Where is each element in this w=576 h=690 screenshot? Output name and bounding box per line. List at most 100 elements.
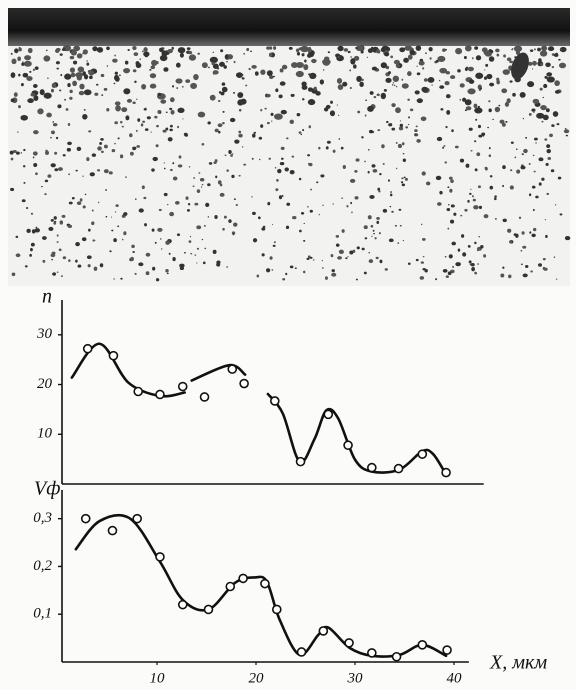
inclusion [32, 151, 38, 156]
inclusion [558, 62, 567, 69]
inclusion [269, 75, 274, 80]
inclusion [81, 237, 87, 242]
inclusion [516, 148, 518, 151]
data-point [177, 599, 188, 610]
inclusion [193, 177, 196, 179]
inclusion [97, 201, 100, 204]
inclusion [245, 84, 248, 87]
inclusion [335, 243, 340, 247]
inclusion [202, 261, 206, 265]
inclusion [307, 99, 316, 106]
inclusion [258, 136, 263, 140]
inclusion [393, 59, 400, 65]
inclusion [492, 118, 494, 121]
inclusion [353, 55, 360, 61]
inclusion [472, 195, 474, 198]
inclusion [509, 185, 514, 190]
data-point [344, 638, 354, 648]
inclusion [425, 52, 427, 54]
inclusion [459, 83, 465, 88]
inclusion [53, 221, 57, 225]
inclusion [54, 168, 59, 172]
data-point [270, 396, 280, 406]
inclusion [271, 269, 274, 271]
inclusion [367, 170, 370, 174]
inclusion [391, 84, 394, 86]
inclusion [39, 89, 45, 96]
inclusion [539, 87, 543, 91]
inclusion [545, 162, 549, 166]
inclusion [477, 124, 482, 129]
inclusion [35, 226, 38, 229]
inclusion [45, 149, 48, 152]
inclusion [382, 163, 385, 165]
inclusion [229, 117, 236, 123]
inclusion [563, 129, 570, 134]
inclusion [395, 107, 401, 114]
inclusion [86, 60, 88, 62]
inclusion [119, 154, 124, 159]
inclusion [435, 278, 438, 281]
inclusion [484, 69, 486, 71]
inclusion [175, 62, 181, 68]
inclusion [488, 48, 492, 52]
inclusion [129, 151, 134, 156]
inclusion [196, 225, 202, 230]
inclusion [343, 48, 349, 52]
inclusion [284, 167, 289, 172]
inclusion [502, 184, 505, 188]
inclusion [385, 77, 392, 83]
inclusion [496, 80, 500, 85]
inclusion [336, 55, 344, 62]
inclusion [224, 154, 227, 157]
inclusion [179, 52, 184, 58]
inclusion [500, 273, 505, 278]
inclusion [171, 46, 174, 50]
inclusion [48, 226, 54, 232]
inclusion [516, 169, 521, 174]
inclusion [280, 109, 287, 115]
inclusion [476, 152, 481, 157]
inclusion [88, 130, 92, 133]
inclusion [159, 47, 164, 52]
inclusion [225, 54, 229, 59]
inclusion [214, 128, 219, 133]
inclusion [487, 126, 489, 129]
inclusion [117, 225, 120, 228]
inclusion [296, 52, 301, 56]
inclusion [217, 100, 221, 102]
inclusion [60, 74, 63, 77]
inclusion [528, 163, 531, 165]
inclusion [404, 177, 408, 181]
inclusion [345, 257, 348, 260]
inclusion [105, 215, 108, 218]
inclusion [289, 119, 294, 125]
inclusion [91, 221, 95, 226]
inclusion [310, 188, 312, 191]
inclusion [547, 46, 555, 52]
inclusion [134, 80, 137, 83]
inclusion [384, 268, 388, 271]
inclusion [59, 220, 64, 225]
inclusion [484, 166, 488, 170]
inclusion [141, 84, 147, 90]
inclusion [547, 157, 552, 160]
inclusion [167, 137, 173, 142]
inclusion [132, 46, 137, 51]
inclusion [556, 123, 560, 126]
inclusion [228, 219, 232, 223]
inclusion [542, 266, 546, 271]
inclusion [339, 48, 343, 51]
inclusion [295, 70, 304, 78]
inclusion [129, 133, 133, 138]
inclusion [331, 269, 335, 273]
inclusion [88, 228, 91, 232]
inclusion [341, 229, 345, 233]
inclusion [294, 267, 297, 269]
inclusion [113, 238, 117, 243]
inclusion [201, 62, 208, 69]
inclusion [533, 111, 535, 113]
inclusion [419, 276, 425, 280]
inclusion [123, 212, 128, 216]
